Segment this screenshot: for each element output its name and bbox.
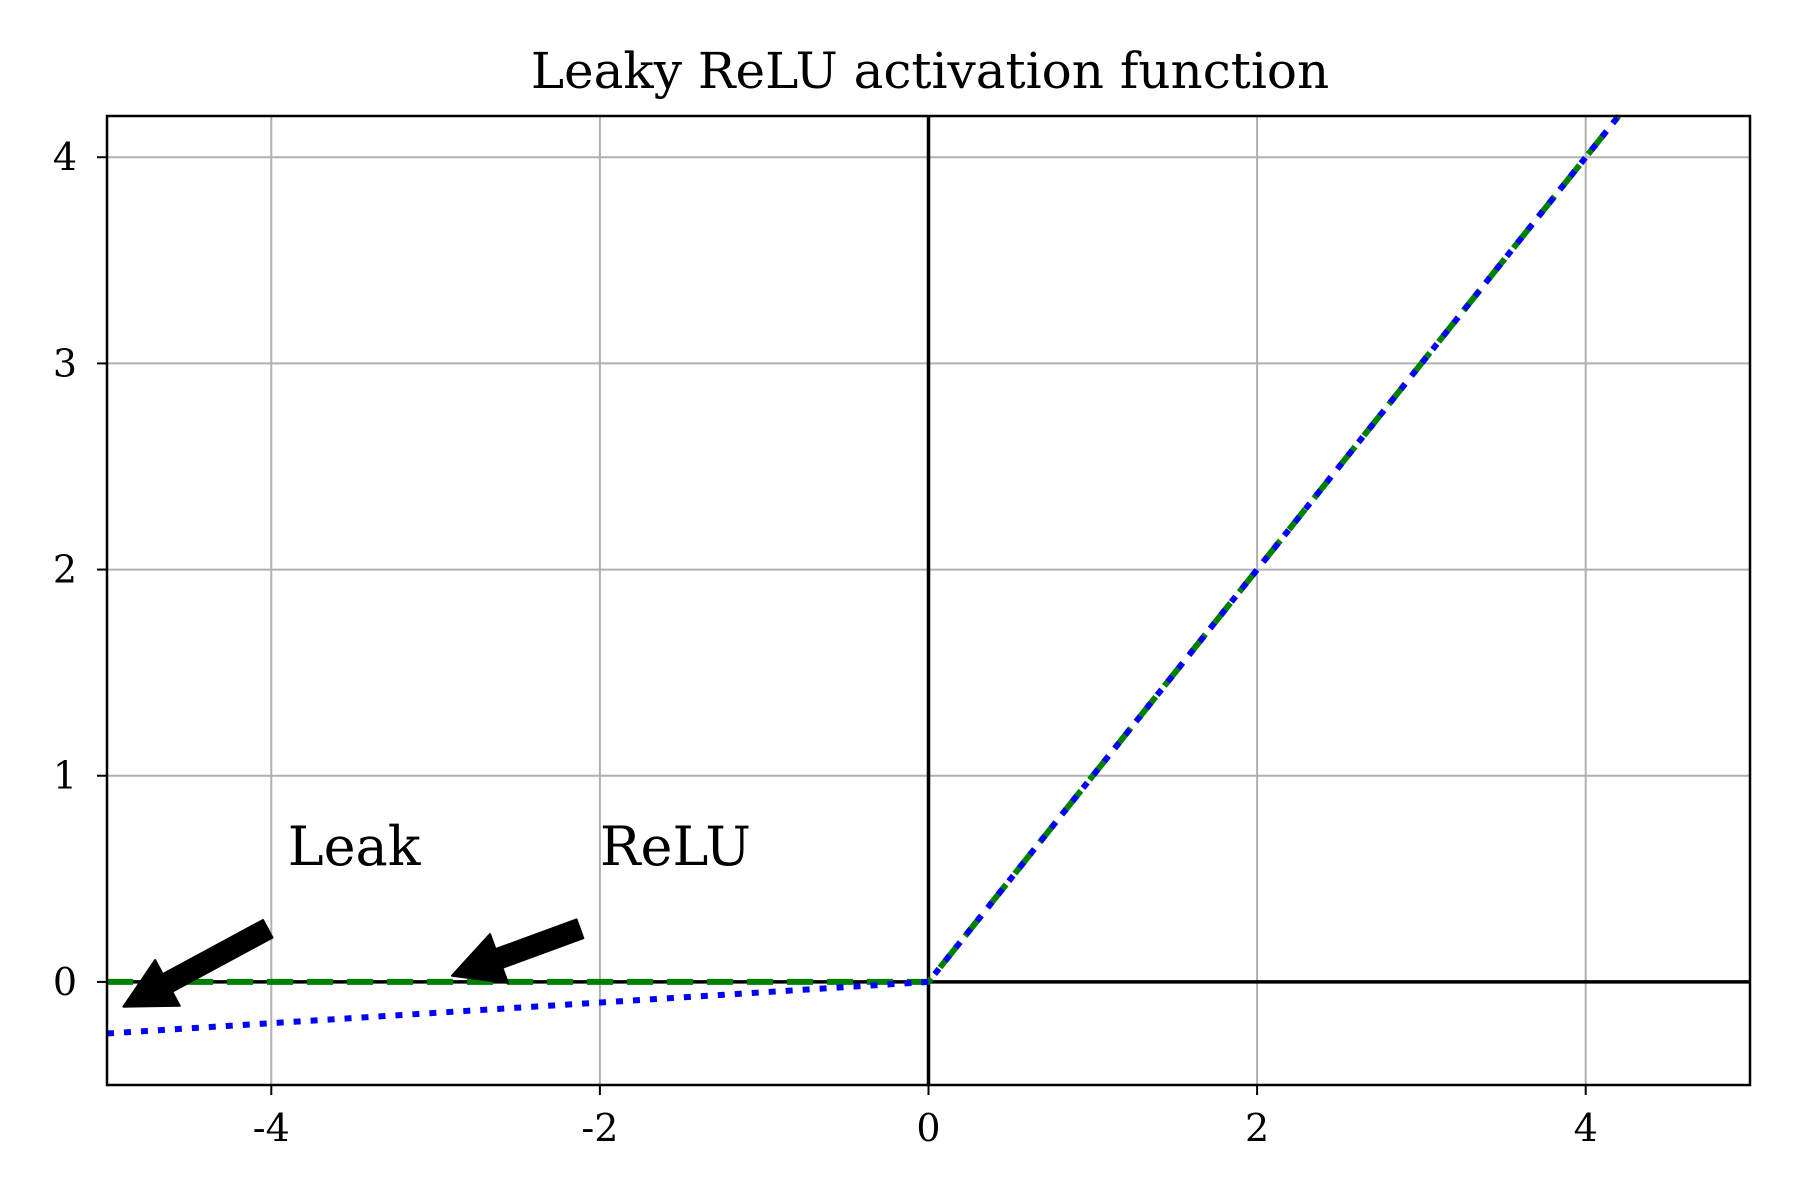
x-tick-label: -4 (253, 1106, 290, 1150)
relu-line (107, 114, 1621, 985)
y-tick-label: 0 (53, 960, 77, 1004)
y-tick-label: 3 (53, 341, 77, 385)
y-tick-label: 4 (53, 135, 77, 179)
y-tick-label: 2 (53, 548, 77, 592)
chart-title: Leaky ReLU activation function (531, 42, 1329, 100)
x-tick-label: 0 (916, 1106, 940, 1150)
leaky-relu-line (106, 114, 1621, 1037)
annotation-label: Leak (288, 815, 422, 878)
x-tick-label: -2 (581, 1106, 618, 1150)
x-tick-label: 4 (1574, 1106, 1598, 1150)
annotations: Leak ReLU (122, 815, 751, 1008)
annotation-arrow (122, 919, 274, 1008)
y-axis-ticks: 0 1 2 3 4 (53, 135, 107, 1004)
annotation-label: ReLU (600, 815, 751, 878)
x-tick-label: 2 (1245, 1106, 1269, 1150)
x-axis-ticks: -4 -2 0 2 4 (253, 1085, 1598, 1150)
y-tick-label: 1 (53, 754, 77, 798)
series-lines (106, 114, 1621, 1037)
annotation-arrow (451, 918, 585, 984)
